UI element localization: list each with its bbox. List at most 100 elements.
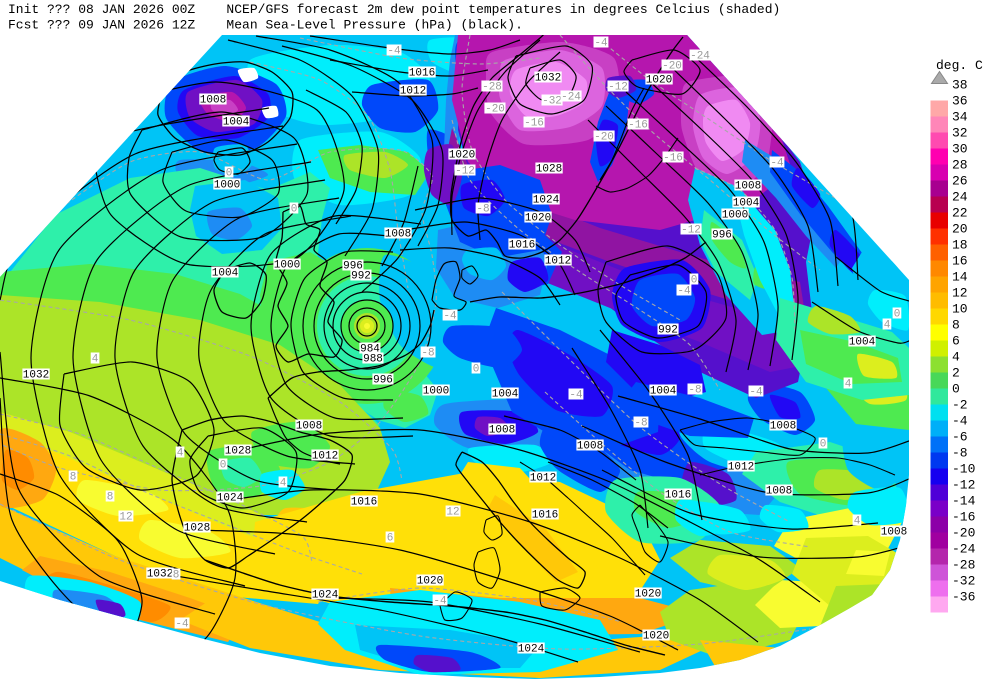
svg-text:1008: 1008: [385, 229, 411, 241]
svg-text:32: 32: [952, 126, 968, 141]
svg-text:0: 0: [691, 275, 698, 287]
svg-text:1012: 1012: [400, 86, 426, 98]
svg-text:-32: -32: [952, 574, 975, 589]
svg-text:-36: -36: [952, 590, 975, 605]
svg-text:1020: 1020: [643, 631, 669, 643]
svg-text:996: 996: [712, 230, 732, 242]
svg-text:1024: 1024: [217, 493, 244, 505]
svg-text:1008: 1008: [577, 441, 603, 453]
svg-text:1032: 1032: [23, 370, 49, 382]
svg-text:8: 8: [173, 570, 180, 582]
svg-text:16: 16: [952, 254, 968, 269]
svg-text:-24: -24: [690, 51, 710, 63]
svg-text:0: 0: [220, 460, 227, 472]
svg-text:22: 22: [952, 206, 968, 221]
svg-text:1016: 1016: [665, 490, 691, 502]
svg-text:1004: 1004: [650, 386, 677, 398]
svg-text:-24: -24: [952, 542, 976, 557]
svg-text:1008: 1008: [489, 425, 515, 437]
svg-text:-4: -4: [677, 286, 691, 298]
svg-text:-2: -2: [952, 398, 968, 413]
svg-text:1016: 1016: [532, 510, 558, 522]
svg-text:-12: -12: [952, 478, 975, 493]
svg-text:1008: 1008: [770, 421, 796, 433]
svg-text:1008: 1008: [200, 95, 226, 107]
svg-text:0: 0: [894, 309, 901, 321]
svg-text:1020: 1020: [449, 150, 475, 162]
svg-text:1024: 1024: [312, 590, 339, 602]
svg-text:-20: -20: [952, 526, 975, 541]
svg-text:-4: -4: [770, 158, 784, 170]
svg-text:-4: -4: [443, 311, 457, 323]
svg-text:12: 12: [446, 507, 459, 519]
svg-text:-12: -12: [455, 166, 475, 178]
svg-text:1020: 1020: [417, 576, 443, 588]
svg-text:1028: 1028: [536, 164, 562, 176]
svg-text:8: 8: [70, 472, 77, 484]
svg-text:1016: 1016: [351, 497, 377, 509]
svg-text:10: 10: [952, 302, 968, 317]
svg-text:-16: -16: [628, 120, 648, 132]
svg-text:-6: -6: [952, 430, 968, 445]
svg-text:4: 4: [177, 448, 184, 460]
svg-text:Init ??? 08 JAN 2026 00Z NC: Init ??? 08 JAN 2026 00Z NCEP/GFS foreca…: [8, 2, 780, 17]
svg-text:4: 4: [952, 350, 960, 365]
svg-text:-20: -20: [594, 132, 614, 144]
svg-text:4: 4: [884, 320, 891, 332]
svg-text:1016: 1016: [509, 240, 535, 252]
svg-text:1004: 1004: [733, 198, 760, 210]
svg-text:1012: 1012: [530, 473, 556, 485]
svg-text:-28: -28: [952, 558, 975, 573]
svg-text:1008: 1008: [735, 181, 761, 193]
svg-text:1008: 1008: [881, 527, 907, 539]
svg-text:-4: -4: [594, 38, 608, 50]
svg-text:34: 34: [952, 110, 968, 125]
svg-text:1020: 1020: [646, 75, 672, 87]
svg-text:996: 996: [373, 375, 393, 387]
svg-text:4: 4: [92, 354, 99, 366]
svg-text:992: 992: [658, 325, 678, 337]
svg-text:-32: -32: [542, 96, 562, 108]
svg-text:28: 28: [952, 158, 968, 173]
svg-text:1008: 1008: [766, 486, 792, 498]
svg-text:1032: 1032: [147, 569, 173, 581]
svg-text:1028: 1028: [225, 446, 251, 458]
svg-text:4: 4: [280, 478, 287, 490]
svg-text:-16: -16: [663, 153, 683, 165]
svg-text:-8: -8: [634, 418, 647, 430]
svg-text:-8: -8: [421, 348, 434, 360]
svg-text:20: 20: [952, 222, 968, 237]
svg-text:4: 4: [854, 516, 861, 528]
svg-text:1000: 1000: [722, 210, 748, 222]
svg-text:1028: 1028: [184, 523, 210, 535]
svg-text:-12: -12: [608, 82, 628, 94]
svg-text:0: 0: [291, 204, 298, 216]
svg-text:-20: -20: [485, 104, 505, 116]
svg-text:-16: -16: [952, 510, 975, 525]
svg-text:-8: -8: [688, 385, 701, 397]
svg-text:0: 0: [473, 364, 480, 376]
svg-text:1012: 1012: [545, 256, 571, 268]
svg-text:0: 0: [226, 168, 233, 180]
svg-text:1016: 1016: [409, 68, 435, 80]
svg-text:1004: 1004: [223, 117, 250, 129]
svg-text:deg. C: deg. C: [936, 58, 983, 73]
svg-text:1020: 1020: [635, 589, 661, 601]
svg-text:1000: 1000: [274, 260, 300, 272]
svg-text:1012: 1012: [312, 451, 338, 463]
svg-text:2: 2: [952, 366, 960, 381]
svg-text:-14: -14: [952, 494, 976, 509]
svg-text:1012: 1012: [728, 462, 754, 474]
svg-text:1024: 1024: [533, 195, 560, 207]
svg-text:1004: 1004: [212, 268, 239, 280]
svg-text:-4: -4: [387, 46, 401, 58]
svg-text:1004: 1004: [492, 389, 519, 401]
svg-text:992: 992: [351, 271, 371, 283]
svg-text:38: 38: [952, 78, 968, 93]
svg-text:26: 26: [952, 174, 968, 189]
svg-text:-8: -8: [476, 204, 489, 216]
svg-text:1008: 1008: [296, 421, 322, 433]
svg-text:-4: -4: [749, 387, 763, 399]
svg-text:30: 30: [952, 142, 968, 157]
svg-text:1024: 1024: [518, 644, 545, 656]
